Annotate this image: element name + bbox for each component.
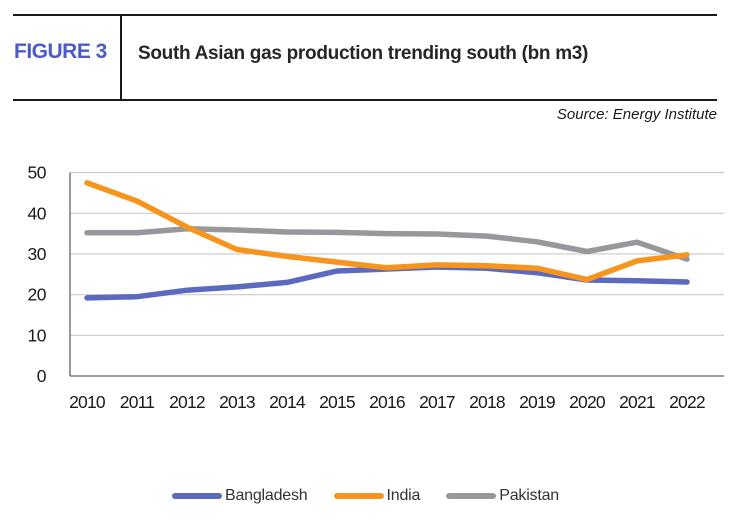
series-line-bangladesh bbox=[84, 264, 690, 301]
x-tick-label: 2013 bbox=[219, 392, 255, 412]
y-tick-label: 10 bbox=[28, 325, 47, 345]
legend-label: Bangladesh bbox=[224, 487, 308, 504]
x-tick-label: 2021 bbox=[619, 392, 655, 412]
legend-label: India bbox=[386, 487, 421, 504]
legend-swatch-pakistan bbox=[446, 493, 497, 499]
x-tick-label: 2010 bbox=[69, 392, 106, 412]
figure-label: FIGURE 3 bbox=[14, 40, 107, 63]
series-line-pakistan bbox=[84, 225, 690, 262]
series-line-india bbox=[84, 180, 690, 283]
y-tick-label: 0 bbox=[37, 366, 47, 386]
y-tick-label: 20 bbox=[28, 285, 47, 305]
x-tick-label: 2014 bbox=[269, 392, 306, 412]
legend-label: Pakistan bbox=[499, 487, 559, 504]
legend-item-bangladesh: Bangladesh bbox=[171, 487, 308, 505]
x-tick-label: 2017 bbox=[419, 392, 455, 412]
header-bottom-rule bbox=[13, 99, 717, 101]
x-tick-label: 2015 bbox=[319, 392, 355, 412]
y-tick-label: 50 bbox=[28, 163, 47, 183]
gas-production-line-chart: 0 10 20 30 40 50 2010 2011 2012 2013 2014 2015 2016 2… bbox=[28, 163, 724, 412]
legend-swatch-india bbox=[333, 493, 384, 499]
x-tick-label: 2016 bbox=[369, 392, 405, 412]
header-divider bbox=[120, 15, 122, 99]
y-tick-label: 40 bbox=[28, 203, 47, 223]
x-tick-label: 2022 bbox=[669, 392, 705, 412]
x-tick-label: 2012 bbox=[169, 392, 205, 412]
chart-legend: Bangladesh India Pakistan bbox=[0, 487, 731, 505]
source-attribution: Source: Energy Institute bbox=[556, 106, 717, 123]
x-tick-label: 2011 bbox=[120, 392, 154, 412]
y-tick-label: 30 bbox=[28, 244, 47, 264]
header-top-rule bbox=[13, 14, 717, 16]
x-tick-label: 2019 bbox=[519, 392, 555, 412]
legend-swatch-bangladesh bbox=[171, 493, 222, 499]
x-tick-label: 2020 bbox=[569, 392, 606, 412]
x-tick-label: 2018 bbox=[469, 392, 505, 412]
legend-item-india: India bbox=[333, 487, 421, 505]
chart-title: South Asian gas production trending sout… bbox=[138, 43, 589, 64]
legend-item-pakistan: Pakistan bbox=[446, 487, 559, 505]
